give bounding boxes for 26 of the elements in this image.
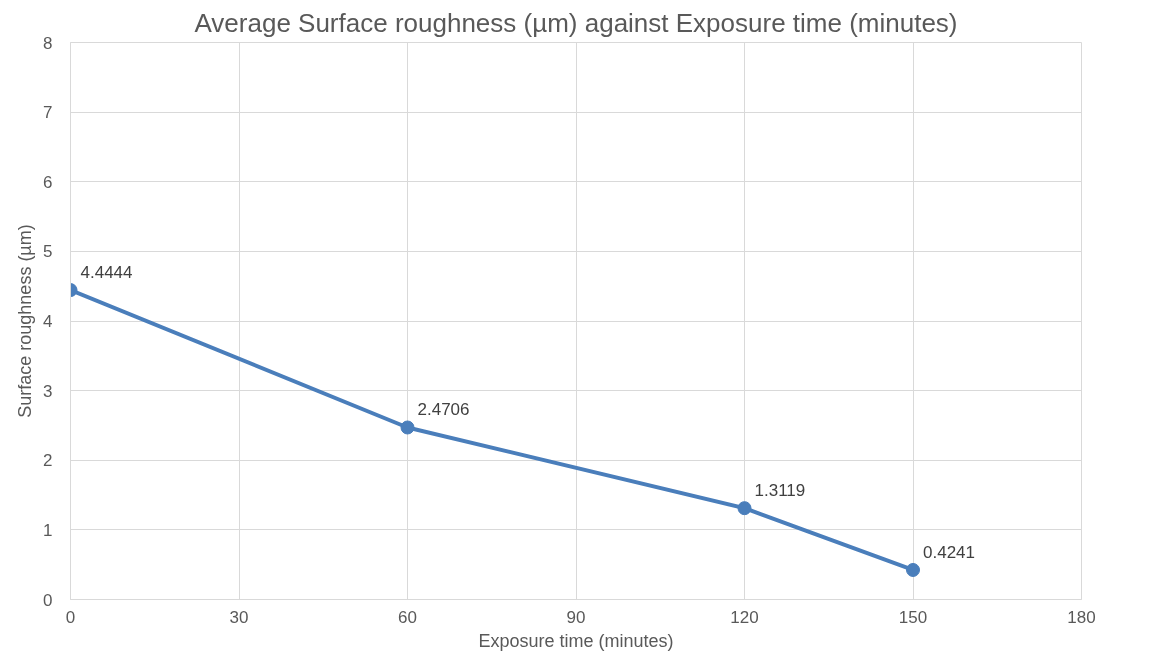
- data-label: 4.4444: [80, 263, 133, 283]
- data-label: 0.4241: [923, 542, 975, 562]
- point: [737, 501, 752, 516]
- y-tick-label: 4: [43, 312, 53, 331]
- y-tick-label: 3: [43, 381, 53, 401]
- point: [400, 420, 415, 435]
- x-tick-label: 0: [65, 607, 76, 627]
- chart-title: Average Surface roughness (µm) against Exposure time (minutes): [194, 7, 958, 38]
- x-tick-label: 30: [229, 607, 249, 627]
- y-tick-label: 1: [43, 520, 53, 540]
- point: [906, 562, 920, 577]
- y-tick-label: 2: [43, 451, 53, 471]
- y-tick-label: 6: [43, 172, 53, 192]
- x-tick-label: 90: [566, 607, 586, 627]
- data-label: 2.4706: [417, 400, 470, 420]
- data-label: 1.3119: [754, 481, 806, 501]
- y-tick-label: 5: [43, 242, 53, 262]
- y-axis-title: Surface roughness (µm): [15, 224, 36, 418]
- x-tick-label: 120: [730, 607, 759, 627]
- x-axis-title: Exposure time (minutes): [478, 630, 674, 651]
- x-tick-label: 60: [398, 607, 417, 627]
- y-tick-label: 8: [43, 33, 53, 53]
- y-tick-label: 7: [43, 103, 53, 123]
- x-tick-label: 180: [1067, 607, 1096, 627]
- y-tick-label: 0: [43, 590, 53, 610]
- x-tick-label: 150: [898, 607, 928, 627]
